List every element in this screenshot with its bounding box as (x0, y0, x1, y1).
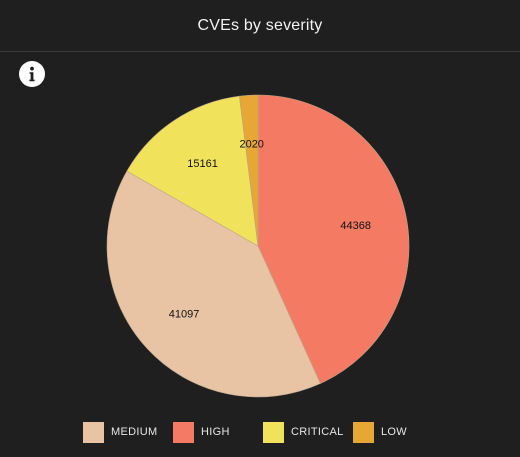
legend-label-critical: CRITICAL (291, 426, 344, 438)
legend-swatch-low (353, 421, 374, 443)
legend-item-critical[interactable]: CRITICAL (263, 421, 344, 443)
legend-label-medium: MEDIUM (111, 426, 158, 438)
info-button[interactable] (19, 61, 45, 87)
legend-item-medium[interactable]: MEDIUM (83, 421, 157, 443)
panel-header: CVEs by severity (0, 0, 520, 52)
pie-slice-critical[interactable] (126, 95, 259, 247)
slice-label-critical: 15161 (187, 158, 218, 170)
pie-slice-medium[interactable] (106, 170, 321, 398)
legend-swatch-critical (263, 421, 284, 443)
chart-title: CVEs by severity (197, 16, 323, 34)
pie-slice-low[interactable] (239, 94, 259, 247)
chart-legend: MEDIUM HIGH CRITICAL LOW (0, 421, 520, 445)
legend-label-high: HIGH (201, 426, 230, 438)
legend-swatch-medium (83, 421, 104, 443)
slice-label-high: 44368 (340, 220, 371, 232)
pie-slice-high[interactable] (257, 94, 410, 384)
legend-label-low: LOW (381, 426, 407, 438)
info-icon (29, 66, 35, 82)
slice-label-medium: 41097 (169, 308, 200, 320)
legend-item-high[interactable]: HIGH (173, 421, 230, 443)
legend-item-low[interactable]: LOW (353, 421, 407, 443)
slice-label-low: 2020 (239, 139, 263, 151)
pie-chart: 44368 41097 15161 2020 (106, 94, 410, 398)
legend-swatch-high (173, 421, 194, 443)
